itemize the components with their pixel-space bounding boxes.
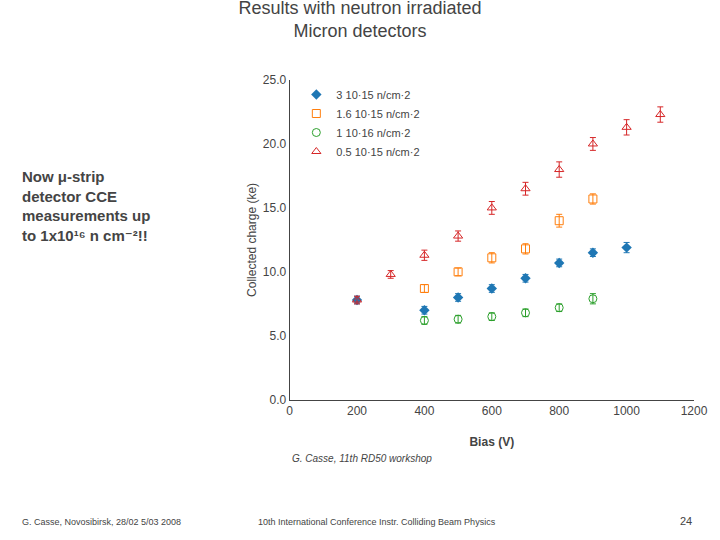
svg-text:0: 0: [286, 404, 293, 418]
svg-text:10.0: 10.0: [263, 265, 287, 279]
svg-text:Bias (V): Bias (V): [469, 435, 514, 449]
svg-text:400: 400: [414, 404, 434, 418]
svg-text:24: 24: [680, 515, 692, 527]
svg-text:Now μ-stripdetector CCEmeasure: Now μ-stripdetector CCEmeasurements upto…: [22, 168, 150, 244]
svg-text:10th International Conference: 10th International Conference Instr. Col…: [258, 517, 496, 527]
svg-text:1 10·16 n/cm·2: 1 10·16 n/cm·2: [336, 127, 410, 139]
svg-text:5.0: 5.0: [270, 329, 287, 343]
svg-text:15.0: 15.0: [263, 201, 287, 215]
svg-text:600: 600: [482, 404, 502, 418]
svg-text:1000: 1000: [613, 404, 640, 418]
svg-text:Results with neutron irradiate: Results with neutron irradiatedMicron de…: [238, 0, 481, 41]
svg-text:0.5 10·15 n/cm·2: 0.5 10·15 n/cm·2: [336, 146, 419, 158]
svg-text:0.0: 0.0: [270, 393, 287, 407]
svg-text:G. Casse, 11th RD50 workshop: G. Casse, 11th RD50 workshop: [292, 453, 432, 464]
svg-text:800: 800: [549, 404, 569, 418]
svg-text:20.0: 20.0: [263, 137, 287, 151]
svg-text:25.0: 25.0: [263, 73, 287, 87]
svg-text:1.6 10·15 n/cm·2: 1.6 10·15 n/cm·2: [336, 108, 419, 120]
svg-text:3 10·15 n/cm·2: 3 10·15 n/cm·2: [336, 89, 410, 101]
svg-text:1200: 1200: [681, 404, 708, 418]
svg-text:Collected charge (ke): Collected charge (ke): [245, 183, 259, 297]
svg-text:G. Casse, Novosibirsk, 28/02 5: G. Casse, Novosibirsk, 28/02 5/03 2008: [22, 517, 181, 527]
svg-text:200: 200: [347, 404, 367, 418]
